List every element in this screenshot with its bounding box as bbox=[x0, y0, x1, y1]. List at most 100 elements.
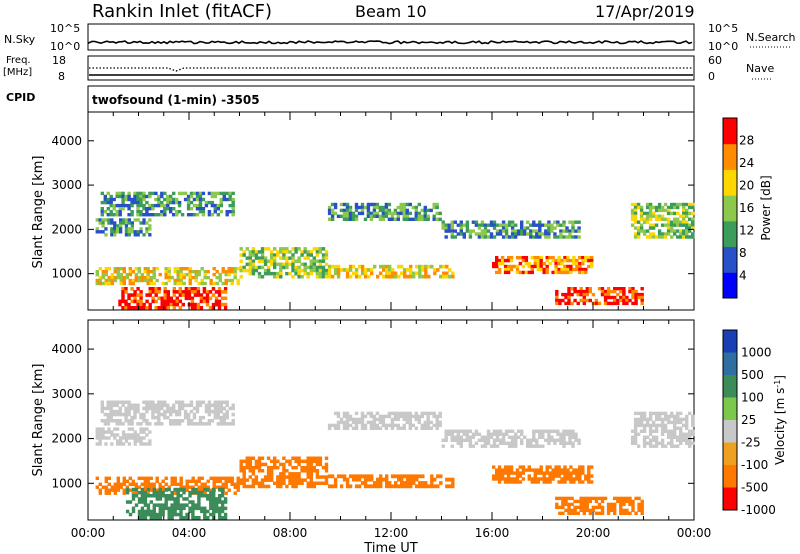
echo-cell bbox=[405, 217, 409, 221]
echo-cell bbox=[214, 299, 219, 304]
echo-cell bbox=[622, 496, 626, 501]
echo-cell bbox=[351, 214, 356, 218]
echo-cell bbox=[501, 223, 506, 227]
echo-cell bbox=[616, 292, 620, 297]
echo-cell bbox=[631, 287, 635, 291]
echo-cell bbox=[564, 301, 568, 306]
echo-cell bbox=[384, 211, 389, 216]
echo-cell bbox=[372, 211, 377, 216]
echo-cell bbox=[585, 496, 589, 501]
echo-cell bbox=[225, 403, 229, 408]
echo-cell bbox=[154, 415, 158, 420]
echo-cell bbox=[480, 229, 485, 233]
echo-cell bbox=[245, 247, 249, 251]
echo-cell bbox=[160, 302, 164, 307]
echo-cell bbox=[166, 302, 170, 307]
echo-cell bbox=[127, 400, 131, 404]
echo-cell bbox=[121, 218, 126, 222]
echo-cell bbox=[685, 417, 689, 422]
echo-cell bbox=[673, 432, 677, 436]
echo-cell bbox=[450, 229, 454, 233]
echo-cell bbox=[376, 484, 380, 489]
echo-cell bbox=[183, 191, 188, 196]
echo-cell bbox=[113, 433, 117, 437]
echo-cell bbox=[113, 278, 117, 283]
echo-cell bbox=[545, 264, 549, 269]
echo-cell bbox=[107, 436, 111, 440]
echo-cell bbox=[176, 506, 180, 511]
echo-cell bbox=[345, 211, 350, 216]
echo-cell bbox=[242, 268, 246, 273]
echo-cell bbox=[127, 433, 131, 437]
echo-cell bbox=[169, 302, 173, 307]
echo-cell bbox=[633, 226, 638, 230]
echo-cell bbox=[562, 429, 566, 433]
echo-cell bbox=[95, 270, 99, 274]
echo-cell bbox=[291, 247, 295, 251]
echo-cell bbox=[421, 474, 425, 479]
echo-cell bbox=[306, 484, 310, 489]
echo-cell bbox=[137, 267, 141, 271]
colorbar-swatch bbox=[723, 195, 737, 222]
echo-cell bbox=[385, 264, 389, 269]
echo-cell bbox=[119, 281, 123, 286]
echo-cell bbox=[115, 422, 119, 426]
echo-cell bbox=[504, 223, 509, 227]
echo-cell bbox=[209, 281, 213, 286]
echo-cell bbox=[133, 403, 137, 408]
echo-cell bbox=[515, 480, 520, 484]
echo-cell bbox=[367, 484, 371, 489]
echo-cell bbox=[495, 471, 499, 475]
echo-cell bbox=[640, 511, 644, 515]
echo-cell bbox=[133, 439, 137, 443]
echo-cell bbox=[673, 429, 677, 433]
echo-cell bbox=[215, 500, 219, 504]
echo-cell bbox=[442, 274, 446, 279]
echo-cell bbox=[186, 197, 191, 202]
echo-cell bbox=[303, 465, 307, 470]
echo-cell bbox=[369, 214, 374, 218]
echo-cell bbox=[682, 223, 686, 227]
echo-cell bbox=[210, 191, 215, 196]
echo-cell bbox=[354, 411, 359, 416]
echo-cell bbox=[201, 210, 206, 214]
echo-cell bbox=[645, 217, 650, 221]
echo-cell bbox=[297, 265, 301, 270]
echo-cell bbox=[300, 478, 304, 482]
echo-cell bbox=[136, 218, 140, 222]
echo-cell bbox=[136, 302, 140, 307]
echo-cell bbox=[489, 435, 494, 439]
echo-cell bbox=[173, 509, 177, 514]
echo-cell bbox=[619, 505, 623, 510]
echo-cell bbox=[324, 271, 329, 276]
echo-cell bbox=[651, 429, 656, 433]
echo-cell bbox=[207, 409, 212, 414]
echo-cell bbox=[182, 503, 186, 507]
echo-cell bbox=[548, 471, 552, 475]
echo-cell bbox=[137, 500, 142, 504]
echo-cell bbox=[154, 213, 158, 217]
echo-cell bbox=[266, 271, 271, 276]
echo-cell bbox=[551, 471, 555, 475]
echo-cell bbox=[403, 274, 407, 279]
echo-cell bbox=[579, 502, 583, 507]
echo-cell bbox=[642, 220, 647, 224]
echo-cell bbox=[163, 293, 167, 297]
echo-cell bbox=[285, 271, 289, 276]
echo-cell bbox=[550, 223, 554, 227]
echo-cell bbox=[613, 511, 617, 515]
echo-cell bbox=[666, 208, 671, 213]
echo-cell bbox=[348, 274, 353, 279]
echo-cell bbox=[127, 436, 131, 440]
echo-cell bbox=[603, 292, 608, 297]
echo-cell bbox=[559, 438, 563, 442]
echo-cell bbox=[198, 207, 203, 211]
echo-cell bbox=[504, 441, 509, 445]
echo-cell bbox=[230, 267, 234, 271]
echo-cell bbox=[634, 511, 638, 515]
echo-cell bbox=[224, 479, 228, 483]
echo-cell bbox=[622, 292, 626, 297]
echo-cell bbox=[194, 479, 198, 483]
